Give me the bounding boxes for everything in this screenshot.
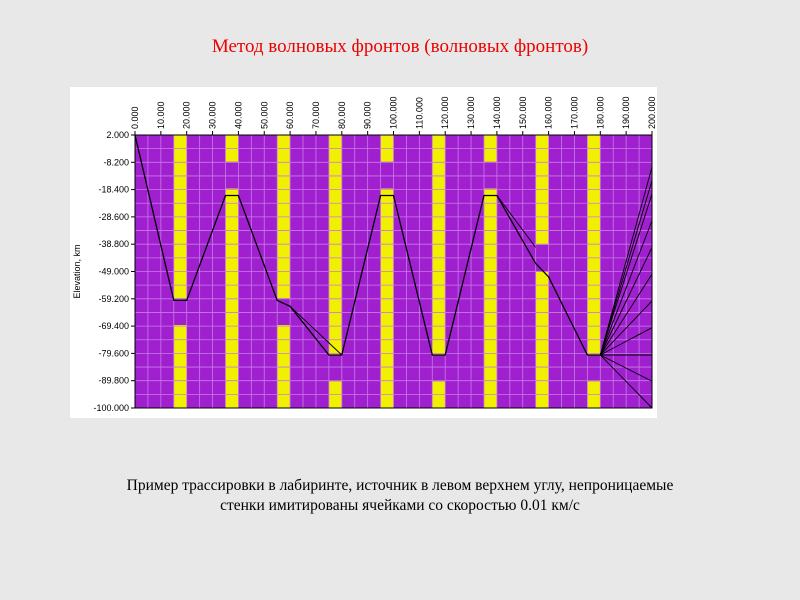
y-tick-label: -79.600 — [98, 348, 129, 358]
wall-3-segment-1 — [277, 325, 291, 408]
fan-ray-8 — [600, 327, 653, 356]
x-tick-label: 80.000 — [337, 101, 347, 129]
wall-2-segment-1 — [225, 188, 239, 408]
wall-7-segment-1 — [483, 188, 497, 408]
x-tick-label: 120.000 — [440, 96, 450, 129]
fan-ray-3 — [599, 193, 653, 356]
branch-ray-1 — [289, 305, 343, 356]
x-tick-label: 40.000 — [233, 101, 243, 129]
x-axis-ticks: 0.000 10.000 20.000 30.000 40.000 50.000 60.00… — [130, 96, 657, 135]
ray-paths — [134, 134, 653, 409]
wall-9-segment-2 — [587, 135, 601, 355]
x-tick-label: 110.000 — [414, 97, 424, 129]
elevation-ray-plot: 0.000 10.000 20.000 30.000 40.000 50.000 60.00… — [70, 87, 657, 418]
x-tick-label: 50.000 — [259, 101, 269, 129]
x-tick-label: 140.000 — [492, 96, 502, 129]
y-tick-label: -59.200 — [98, 294, 129, 304]
fan-ray-11 — [599, 354, 653, 409]
wall-1-segment-1 — [173, 325, 187, 408]
branch-ray-2 — [496, 195, 537, 248]
figure-caption: Пример трассировки в лабиринте, источник… — [40, 476, 760, 516]
wall-4-segment-2 — [328, 135, 342, 355]
y-axis-ticks: 2.000 -8.200 -18.400 -28.600 -38.800 -49.000 -… — [93, 130, 135, 413]
fan-ray-6 — [599, 273, 653, 356]
x-tick-label: 190.000 — [621, 96, 631, 129]
y-tick-label: -38.800 — [98, 239, 129, 249]
y-tick-label: -69.400 — [98, 321, 129, 331]
main-ray-path — [134, 134, 601, 356]
x-tick-label: 10.000 — [156, 101, 166, 129]
x-tick-label: 130.000 — [466, 96, 476, 129]
y-tick-label: 2.000 — [106, 130, 129, 140]
x-tick-label: 150.000 — [518, 96, 528, 129]
fan-ray-7 — [599, 300, 653, 356]
fan-ray-5 — [599, 247, 653, 356]
x-tick-label: 90.000 — [363, 101, 373, 129]
fan-ray-10 — [600, 354, 653, 382]
fan-ray-1 — [599, 166, 653, 356]
fan-ray-4 — [599, 220, 653, 356]
grid-lines — [135, 135, 652, 408]
x-tick-label: 60.000 — [285, 101, 295, 129]
caption-line-1: Пример трассировки в лабиринте, источник… — [126, 477, 674, 494]
y-tick-label: -49.000 — [98, 267, 129, 277]
y-tick-label: -18.400 — [98, 185, 129, 195]
x-tick-label: 20.000 — [182, 101, 192, 129]
x-tick-label: 30.000 — [208, 101, 218, 129]
fan-ray-2 — [599, 180, 653, 356]
x-tick-label: 100.000 — [389, 96, 399, 129]
x-tick-label: 70.000 — [311, 101, 321, 129]
x-tick-label: 0.000 — [130, 106, 140, 129]
y-tick-label: -28.600 — [98, 212, 129, 222]
x-tick-label: 200.000 — [647, 96, 657, 129]
x-tick-label: 160.000 — [544, 96, 554, 129]
y-tick-label: -8.200 — [103, 157, 129, 167]
x-tick-label: 170.000 — [569, 96, 579, 129]
y-tick-label: -100.000 — [93, 403, 129, 413]
wall-6-segment-2 — [432, 135, 446, 355]
slide-title: Метод волновых фронтов (волновых фронтов… — [211, 36, 589, 57]
y-tick-label: -89.800 — [98, 376, 129, 386]
y-axis-label: Elevation, km — [72, 244, 82, 298]
plot-svg: 0.000 10.000 20.000 30.000 40.000 50.000 60.00… — [72, 96, 657, 413]
caption-line-2: стенки имитированы ячейками со скоростью… — [220, 497, 580, 514]
wall-5-segment-1 — [380, 188, 394, 408]
x-tick-label: 180.000 — [595, 96, 605, 129]
